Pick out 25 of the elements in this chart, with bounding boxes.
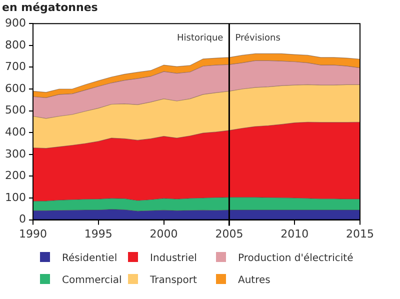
y-tick-label: 600 xyxy=(4,82,26,95)
legend-label: Transport xyxy=(149,274,198,286)
x-tick-label: 2015 xyxy=(346,227,374,240)
y-tick-label: 900 xyxy=(4,16,26,30)
x-tick-label: 2005 xyxy=(215,227,244,240)
legend-label: Industriel xyxy=(149,252,198,264)
y-tick-label: 800 xyxy=(4,38,26,52)
y-tick-label: 0 xyxy=(18,212,26,226)
y-tick-label: 500 xyxy=(4,104,26,117)
x-tick-label: 2000 xyxy=(150,227,178,240)
legend-label: Résidentiel xyxy=(61,252,118,264)
legend-label: Commercial xyxy=(61,274,123,286)
x-tick-label: 1990 xyxy=(18,227,47,240)
x-tick-label: 2010 xyxy=(280,227,309,240)
y-tick-label: 200 xyxy=(4,169,26,182)
annotation: Historique xyxy=(177,33,224,44)
legend-label: Production d'électricité xyxy=(237,252,354,264)
legend-label: Autres xyxy=(237,274,272,286)
y-tick-label: 300 xyxy=(4,147,26,160)
annotation: Prévisions xyxy=(235,32,281,44)
y-axis-title: en mégatonnes xyxy=(2,1,98,14)
x-tick-label: 1995 xyxy=(84,227,112,240)
y-tick-label: 400 xyxy=(4,125,26,138)
y-tick-label: 700 xyxy=(4,60,26,74)
y-tick-label: 100 xyxy=(4,190,26,204)
